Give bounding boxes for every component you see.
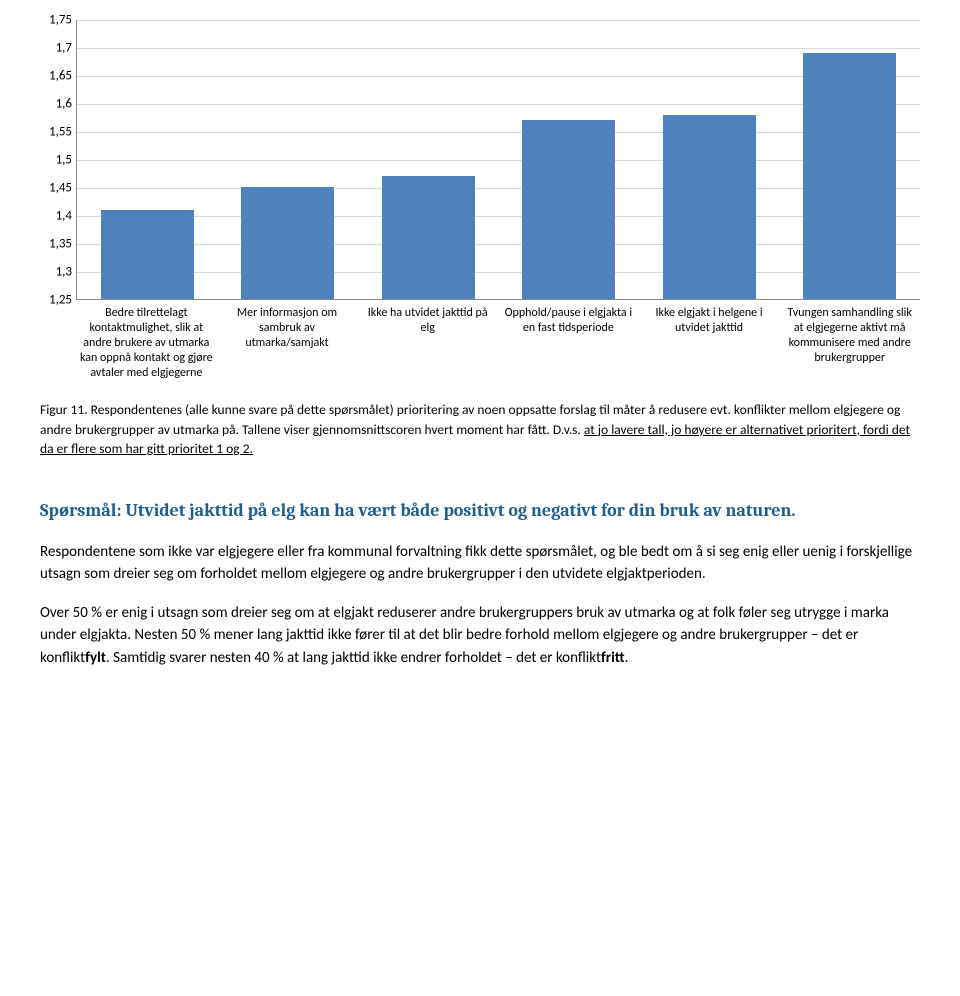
x-tick-label: Mer informasjon om sambruk av utmarka/sa… [217, 302, 358, 381]
y-tick-label: 1,45 [49, 181, 72, 196]
p2-t2: . Samtidig svarer nesten 40 % at lang ja… [106, 649, 601, 667]
paragraph-2: Over 50 % er enig i utsagn som dreier se… [40, 602, 920, 670]
bar [382, 176, 475, 299]
bar [241, 187, 334, 299]
y-tick-label: 1,55 [49, 125, 72, 140]
bar [101, 210, 194, 299]
plot-area [76, 20, 920, 300]
x-tick-label: Opphold/pause i elgjakta i en fast tidsp… [498, 302, 639, 381]
y-tick-label: 1,7 [56, 41, 72, 56]
bar [663, 115, 756, 299]
x-tick-label: Tvungen samhandling slik at elgjegerne a… [779, 302, 920, 381]
figure-caption: Figur 11. Respondentenes (alle kunne sva… [40, 400, 920, 459]
bar-slot [77, 20, 218, 299]
p2-b2: fritt [601, 649, 625, 667]
y-tick-label: 1,6 [56, 97, 72, 112]
p2-b1: fylt [85, 649, 106, 667]
x-axis-labels: Bedre tilrettelagt kontaktmulighet, slik… [76, 302, 920, 381]
x-tick-label: Ikke ha utvidet jakttid på elg [357, 302, 498, 381]
bars-container [77, 20, 920, 299]
y-tick-label: 1,35 [49, 237, 72, 252]
y-tick-label: 1,25 [49, 293, 72, 308]
y-tick-label: 1,65 [49, 69, 72, 84]
bar-slot [218, 20, 359, 299]
x-tick-label: Ikke elgjakt i helgene i utvidet jakttid [639, 302, 780, 381]
bar-slot [499, 20, 640, 299]
paragraph-1: Respondentene som ikke var elgjegere ell… [40, 541, 920, 586]
y-tick-label: 1,3 [56, 265, 72, 280]
y-tick-label: 1,4 [56, 209, 72, 224]
y-axis: 1,251,31,351,41,451,51,551,61,651,71,75 [40, 20, 76, 300]
bar-slot [358, 20, 499, 299]
y-tick-label: 1,5 [56, 153, 72, 168]
p2-t3: . [625, 649, 629, 667]
y-tick-label: 1,75 [49, 13, 72, 28]
bar-slot [780, 20, 921, 299]
x-tick-label: Bedre tilrettelagt kontaktmulighet, slik… [76, 302, 217, 381]
section-heading: Spørsmål: Utvidet jakttid på elg kan ha … [40, 499, 920, 523]
bar [522, 120, 615, 299]
bar-slot [639, 20, 780, 299]
bar [803, 53, 896, 299]
bar-chart: 1,251,31,351,41,451,51,551,61,651,71,75 … [40, 20, 920, 380]
